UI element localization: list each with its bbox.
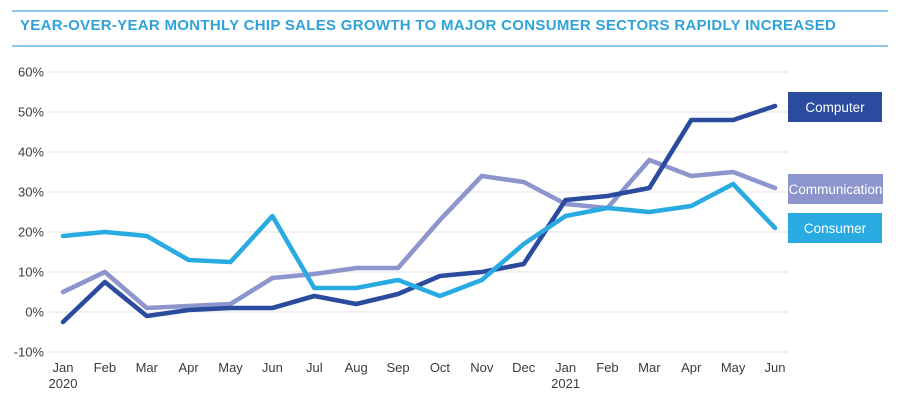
x-tick-label: Nov (470, 360, 494, 375)
series-line-consumer (60, 181, 778, 299)
x-tick-label: Feb (596, 360, 618, 375)
x-tick-label: Aug (345, 360, 368, 375)
year-label-2021: 2021 (551, 376, 580, 391)
legend-communication: Communication (788, 174, 883, 204)
x-tick-label: Oct (430, 360, 451, 375)
series-line-communication (60, 157, 778, 311)
y-tick-label: 30% (18, 185, 44, 200)
y-tick-label: 40% (18, 145, 44, 160)
x-tick-label: Dec (512, 360, 536, 375)
x-tick-label: Feb (94, 360, 116, 375)
x-tick-label: Mar (638, 360, 661, 375)
y-tick-label: 0% (25, 305, 44, 320)
legend-computer: Computer (788, 92, 882, 122)
x-tick-label: May (218, 360, 243, 375)
header-top-rule (12, 10, 888, 12)
header-bottom-rule (12, 45, 888, 47)
x-tick-label: Sep (386, 360, 409, 375)
x-tick-label: Jun (765, 360, 786, 375)
year-label-2020: 2020 (49, 376, 78, 391)
x-tick-label: Mar (136, 360, 159, 375)
chart-title: YEAR-OVER-YEAR MONTHLY CHIP SALES GROWTH… (20, 17, 837, 34)
x-tick-label: Jan (555, 360, 576, 375)
y-tick-label: 10% (18, 265, 44, 280)
x-tick-label: May (721, 360, 746, 375)
x-tick-label: Apr (179, 360, 200, 375)
series-line-computer (60, 103, 778, 325)
y-tick-label: 50% (18, 105, 44, 120)
legend-consumer: Consumer (788, 213, 882, 243)
x-tick-label: Apr (681, 360, 702, 375)
x-tick-label: Jul (306, 360, 323, 375)
x-tick-label: Jan (53, 360, 74, 375)
y-tick-label: 60% (18, 65, 44, 80)
y-tick-label: 20% (18, 225, 44, 240)
x-tick-label: Jun (262, 360, 283, 375)
y-tick-label: -10% (14, 345, 45, 360)
line-chart: 60% 50% 40% 30% 20% 10% 0% -10% Jan Feb Mar Apr May J… (14, 65, 788, 391)
